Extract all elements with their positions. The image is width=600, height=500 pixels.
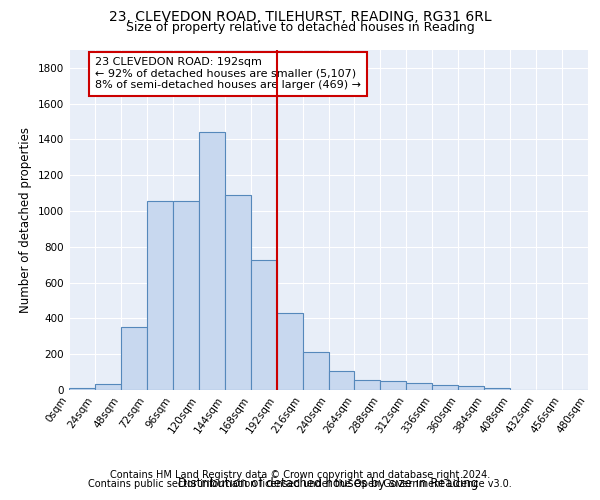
Bar bbox=[406, 383, 432, 390]
Y-axis label: Number of detached properties: Number of detached properties bbox=[19, 127, 32, 313]
Text: 23, CLEVEDON ROAD, TILEHURST, READING, RG31 6RL: 23, CLEVEDON ROAD, TILEHURST, READING, R… bbox=[109, 10, 491, 24]
Bar bbox=[173, 201, 199, 390]
Bar bbox=[302, 352, 329, 390]
Text: Contains public sector information licensed under the Open Government Licence v3: Contains public sector information licen… bbox=[88, 479, 512, 489]
Bar bbox=[121, 328, 147, 390]
Bar bbox=[277, 313, 302, 390]
Bar bbox=[432, 384, 458, 390]
Text: Contains HM Land Registry data © Crown copyright and database right 2024.: Contains HM Land Registry data © Crown c… bbox=[110, 470, 490, 480]
Text: 23 CLEVEDON ROAD: 192sqm
← 92% of detached houses are smaller (5,107)
8% of semi: 23 CLEVEDON ROAD: 192sqm ← 92% of detach… bbox=[95, 57, 361, 90]
Bar bbox=[69, 388, 95, 390]
Bar bbox=[355, 380, 380, 390]
X-axis label: Distribution of detached houses by size in Reading: Distribution of detached houses by size … bbox=[178, 477, 479, 490]
Bar bbox=[199, 132, 224, 390]
Bar bbox=[329, 371, 355, 390]
Bar bbox=[484, 388, 510, 390]
Bar bbox=[458, 386, 484, 390]
Bar bbox=[147, 201, 173, 390]
Text: Size of property relative to detached houses in Reading: Size of property relative to detached ho… bbox=[125, 22, 475, 35]
Bar bbox=[225, 195, 251, 390]
Bar bbox=[251, 260, 277, 390]
Bar bbox=[380, 381, 406, 390]
Bar bbox=[95, 384, 121, 390]
